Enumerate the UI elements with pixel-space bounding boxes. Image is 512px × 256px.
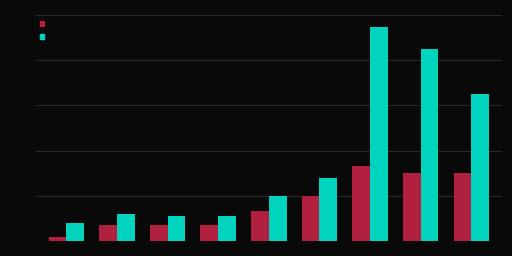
Bar bbox=[49, 237, 66, 241]
Bar bbox=[218, 216, 236, 241]
Bar bbox=[251, 211, 269, 241]
Bar bbox=[352, 166, 370, 241]
Bar bbox=[200, 225, 218, 241]
Bar bbox=[403, 173, 421, 241]
Bar bbox=[370, 27, 388, 241]
Bar bbox=[150, 225, 167, 241]
Bar bbox=[117, 214, 135, 241]
Bar bbox=[472, 94, 489, 241]
Bar bbox=[269, 196, 287, 241]
Bar bbox=[302, 196, 319, 241]
Bar bbox=[319, 178, 337, 241]
Bar bbox=[66, 223, 84, 241]
Bar bbox=[167, 216, 185, 241]
Legend: , : , bbox=[40, 19, 47, 42]
Bar bbox=[99, 225, 117, 241]
Bar bbox=[454, 173, 472, 241]
Bar bbox=[421, 49, 438, 241]
